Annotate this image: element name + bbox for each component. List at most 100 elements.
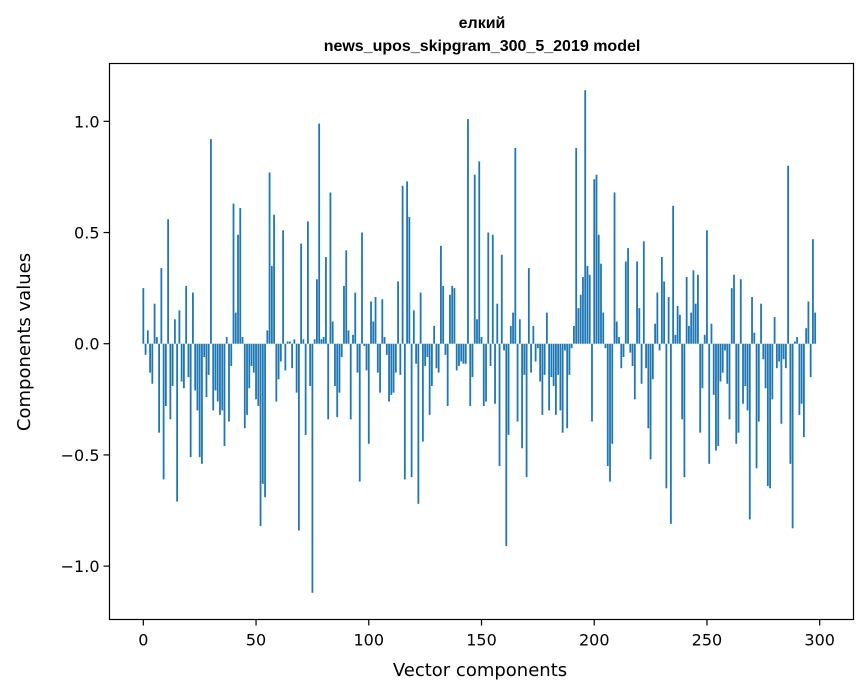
bar: [500, 254, 503, 344]
bar: [437, 343, 440, 373]
bar: [160, 268, 163, 344]
bar: [361, 232, 363, 344]
bar: [651, 343, 654, 380]
bar: [796, 337, 799, 344]
bar: [340, 343, 343, 358]
bar: [455, 343, 458, 371]
bar: [268, 172, 271, 344]
bar: [435, 343, 438, 369]
bar: [541, 343, 544, 415]
bar: [552, 343, 555, 386]
bar: [791, 343, 794, 529]
bar: [257, 343, 260, 406]
bar: [559, 343, 562, 411]
bar: [376, 343, 379, 373]
bar: [300, 243, 303, 344]
bar: [685, 277, 688, 344]
bar: [451, 285, 454, 344]
bar: [153, 303, 156, 344]
bar: [401, 185, 404, 344]
bar: [320, 339, 323, 344]
y-tick-label: 0.5: [74, 224, 99, 243]
bar: [751, 297, 753, 344]
bar: [473, 174, 476, 344]
bar: [410, 343, 413, 478]
x-tick-label: 100: [353, 631, 384, 650]
bar: [604, 343, 607, 349]
plot-frame: [108, 62, 855, 621]
bar: [728, 343, 731, 420]
bar: [370, 301, 372, 344]
bar: [347, 330, 350, 344]
bar: [710, 323, 713, 344]
bar: [660, 256, 663, 344]
bar: [505, 343, 508, 547]
bar: [261, 343, 264, 484]
bar: [469, 343, 472, 406]
x-tick-label: 200: [579, 631, 610, 650]
bar: [442, 285, 445, 344]
x-tick-label: 150: [466, 631, 497, 650]
chart-title-line-2: news_upos_skipgram_300_5_2019 model: [324, 38, 641, 55]
x-axis-ticks: 0 50 100 150 200 250 300: [138, 619, 835, 650]
bar: [338, 343, 341, 393]
y-tick-label: 1.0: [74, 112, 99, 131]
bar: [694, 303, 697, 344]
bar: [412, 310, 415, 344]
bar: [446, 343, 449, 406]
bar: [721, 343, 724, 373]
bar: [622, 343, 625, 358]
bar: [744, 343, 747, 386]
bar: [688, 325, 690, 344]
bar: [762, 343, 765, 360]
bar: [406, 181, 408, 344]
bar: [674, 334, 677, 344]
bar: [805, 328, 808, 344]
bar: [322, 337, 325, 344]
bar: [496, 303, 499, 344]
bar: [760, 303, 762, 344]
bar-series: [142, 90, 817, 593]
bar: [248, 343, 251, 389]
bar: [419, 292, 422, 344]
bar: [304, 343, 307, 435]
bar: [252, 343, 255, 373]
bar: [620, 343, 623, 369]
bar: [647, 343, 650, 429]
bar: [343, 285, 345, 344]
bar: [478, 161, 481, 344]
bar: [169, 343, 172, 420]
bar: [318, 123, 321, 344]
bar: [543, 343, 546, 375]
bar: [514, 148, 517, 344]
bar: [724, 343, 726, 351]
bar: [593, 179, 596, 344]
bar: [699, 343, 702, 433]
bar: [807, 301, 810, 344]
chart-title-line-1: елкий: [459, 15, 506, 32]
bar: [476, 319, 478, 344]
bar: [250, 343, 253, 366]
bar: [379, 343, 381, 393]
bar: [291, 343, 294, 369]
bar: [640, 343, 643, 384]
bar: [530, 343, 532, 373]
bar: [539, 343, 542, 382]
bar: [424, 343, 427, 366]
bar: [311, 343, 314, 593]
bar: [536, 343, 539, 349]
bar: [189, 343, 192, 458]
bar: [485, 343, 487, 402]
bar: [595, 174, 598, 344]
bar: [460, 343, 463, 362]
bar: [606, 343, 609, 467]
bar: [618, 337, 620, 344]
bar: [787, 165, 790, 344]
bar: [681, 343, 684, 420]
bar: [636, 261, 638, 344]
bar: [449, 294, 451, 344]
bar: [579, 294, 582, 344]
bar: [663, 281, 666, 344]
bar: [185, 285, 188, 344]
bar: [730, 288, 733, 344]
